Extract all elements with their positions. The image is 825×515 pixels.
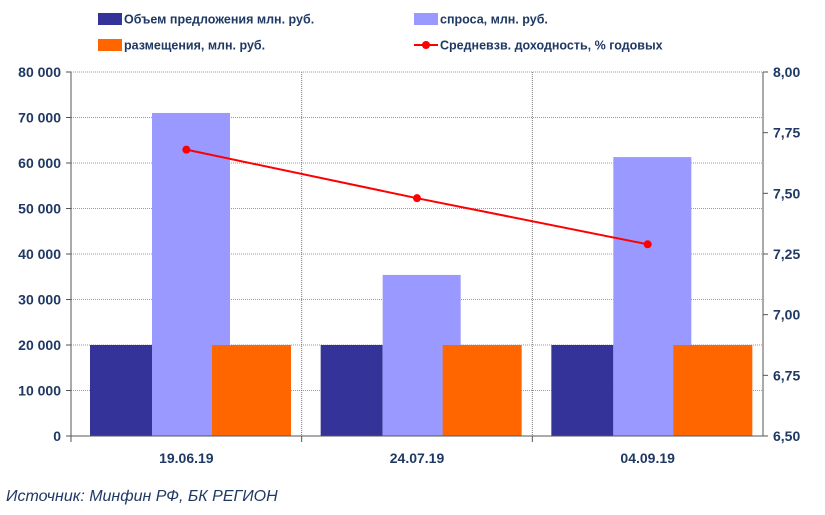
bar-0 xyxy=(90,345,152,436)
y2-tick-label: 7,00 xyxy=(773,307,800,323)
legend-swatch xyxy=(414,13,438,25)
legend-label: размещения, млн. руб. xyxy=(124,39,265,53)
source-note: Источник: Минфин РФ, БК РЕГИОН xyxy=(6,488,278,505)
yield-point xyxy=(413,194,421,203)
y-tick-label: 50 000 xyxy=(18,201,61,217)
bar-2 xyxy=(673,345,753,436)
bar-0 xyxy=(320,345,383,436)
y2-tick-label: 6,75 xyxy=(773,367,800,383)
legend-swatch xyxy=(98,13,122,25)
yield-point xyxy=(643,240,652,249)
y2-tick-label: 7,25 xyxy=(773,246,800,262)
y-tick-label: 60 000 xyxy=(18,155,61,171)
y-tick-label: 0 xyxy=(53,428,61,444)
bar-2 xyxy=(442,345,522,436)
y-tick-label: 20 000 xyxy=(18,337,61,353)
y-tick-label: 40 000 xyxy=(18,246,61,262)
x-tick-label: 24.07.19 xyxy=(390,450,445,466)
legend-marker xyxy=(422,41,430,49)
y-tick-label: 80 000 xyxy=(18,64,61,80)
yield-point xyxy=(182,145,191,154)
legend-swatch xyxy=(98,39,122,51)
y2-tick-label: 6,50 xyxy=(773,428,800,444)
legend-label: Средневзв. доходность, % годовых xyxy=(440,39,663,53)
bar-2 xyxy=(212,345,291,436)
legend-label: Объем предложения млн. руб. xyxy=(124,13,314,27)
y2-tick-label: 7,75 xyxy=(773,125,800,141)
legend-label: спроса, млн. руб. xyxy=(440,13,548,27)
bar-0 xyxy=(551,345,614,436)
y-tick-label: 70 000 xyxy=(18,110,61,126)
y-tick-label: 10 000 xyxy=(18,383,61,399)
y2-tick-label: 7,50 xyxy=(773,185,800,201)
x-tick-label: 04.09.19 xyxy=(620,450,675,466)
y-tick-label: 30 000 xyxy=(18,292,61,308)
x-tick-label: 19.06.19 xyxy=(159,450,214,466)
y2-tick-label: 8,00 xyxy=(773,64,800,80)
